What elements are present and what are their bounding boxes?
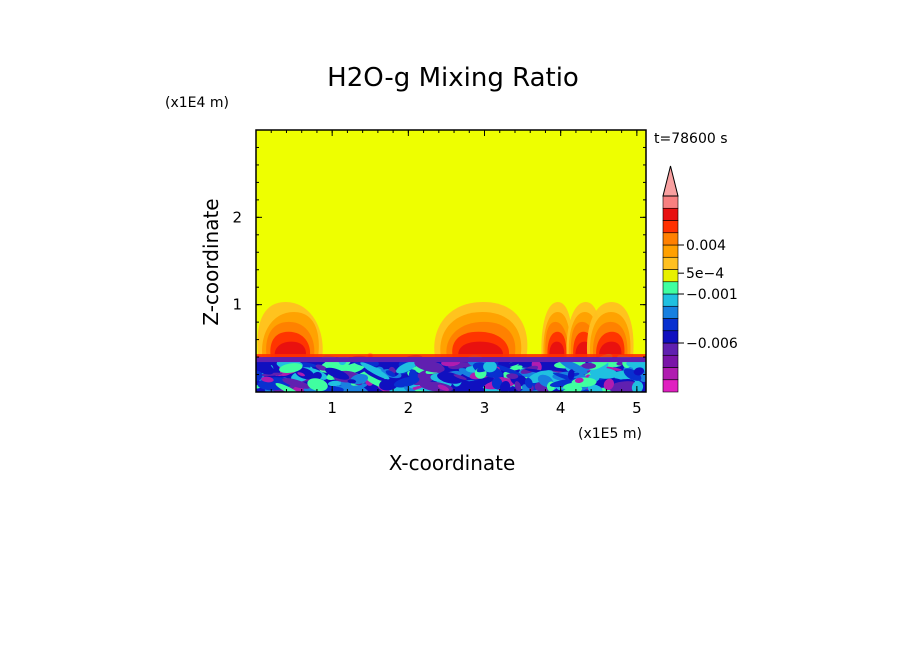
layer-eddy xyxy=(393,376,420,388)
layer-eddy xyxy=(261,376,274,383)
y-tick-label: 1 xyxy=(232,296,242,314)
colorbar-label: 0.004 xyxy=(686,238,726,254)
plume-2-level-4 xyxy=(458,341,504,358)
colorbar-label: −0.001 xyxy=(686,287,738,303)
colorbar-level-5 xyxy=(662,318,679,332)
layer-eddy xyxy=(307,378,328,392)
layer-eddy xyxy=(379,378,399,391)
layer-eddy xyxy=(275,382,301,392)
layer-eddy xyxy=(300,362,318,367)
layer-eddy xyxy=(631,381,644,392)
layer-eddy xyxy=(587,384,603,392)
layer-eddy xyxy=(491,377,503,390)
axes: 1 2 3 4 5 1 2 xyxy=(232,129,647,417)
field-group xyxy=(256,130,646,392)
layer-eddy xyxy=(437,384,449,392)
colorbar-level-10 xyxy=(662,256,679,270)
layer-eddy xyxy=(453,374,467,380)
layer-eddy xyxy=(626,360,646,370)
colorbar-level-13 xyxy=(662,220,679,234)
layer-eddy xyxy=(633,367,645,376)
colorbar-level-6 xyxy=(662,305,679,319)
layer-eddy xyxy=(403,386,419,392)
layer-eddy xyxy=(315,364,327,371)
y-tick-label: 2 xyxy=(232,208,242,226)
colorbar-level-14 xyxy=(662,207,679,221)
layer-eddy xyxy=(414,359,445,373)
layer-eddy xyxy=(396,361,417,374)
layer-eddy xyxy=(362,368,386,382)
layer-eddy xyxy=(567,369,575,380)
chart-title: H2O-g Mixing Ratio xyxy=(327,63,579,93)
colorbar-label: −0.006 xyxy=(686,336,738,352)
plume-3-level-4 xyxy=(549,341,565,358)
layer-eddy xyxy=(499,380,511,392)
x-scale-label: (x1E5 m) xyxy=(578,426,642,442)
layer-eddy xyxy=(562,382,580,390)
layer-eddy xyxy=(360,362,390,380)
layer-eddy xyxy=(297,372,305,377)
colorbar-level-7 xyxy=(662,293,679,307)
colorbar-level-1 xyxy=(662,367,679,381)
colorbar-level-2 xyxy=(662,354,679,368)
time-label: t=78600 s xyxy=(654,131,728,147)
colorbar-level-0 xyxy=(662,379,679,393)
layer-eddy xyxy=(559,359,588,375)
layer-eddy xyxy=(462,379,492,386)
layer-eddy xyxy=(603,378,614,391)
layer-eddy xyxy=(325,367,350,380)
colorbar-level-15 xyxy=(662,195,679,209)
colorbar-label: 5e−4 xyxy=(686,266,724,282)
layer-eddy xyxy=(581,362,596,369)
colorbar-extend-arrow xyxy=(662,165,679,197)
x-tick-label: 1 xyxy=(327,399,337,417)
layer-eddy xyxy=(385,370,396,377)
x-tick-label: 5 xyxy=(632,399,642,417)
contour-plot-area xyxy=(256,130,646,392)
colorbar-level-8 xyxy=(662,281,679,295)
plume-5-level-4 xyxy=(599,341,622,358)
layer-eddy xyxy=(256,360,275,375)
layer-eddy xyxy=(639,373,646,382)
layer-eddy xyxy=(294,367,315,380)
x-tick-label: 3 xyxy=(480,399,490,417)
plot-frame xyxy=(255,129,647,393)
layer-eddy xyxy=(347,379,357,384)
layer-eddy xyxy=(623,368,642,381)
layer-eddy xyxy=(279,363,303,374)
y-scale-label: (x1E4 m) xyxy=(165,95,229,111)
colorbar-level-11 xyxy=(662,244,679,258)
x-tick-label: 4 xyxy=(556,399,566,417)
colorbar-level-9 xyxy=(662,269,679,283)
layer-eddy xyxy=(524,377,533,389)
layer-eddy xyxy=(483,360,497,373)
lower-layer-top-band xyxy=(256,357,646,363)
lower-layer-edge xyxy=(256,354,646,358)
colorbar-level-3 xyxy=(662,342,679,356)
colorbar-level-4 xyxy=(662,330,679,344)
layer-eddy xyxy=(514,381,522,392)
plume-0-level-4 xyxy=(274,341,306,358)
layer-eddy xyxy=(328,380,343,387)
colorbar-level-12 xyxy=(662,232,679,246)
colorbar: −0.006 −0.001 5e−4 0.004 xyxy=(662,165,738,393)
layer-eddy xyxy=(506,373,519,380)
layer-eddy xyxy=(574,377,584,384)
x-axis-label: X-coordinate xyxy=(389,451,516,475)
layer-eddy xyxy=(282,378,311,389)
x-tick-label: 2 xyxy=(404,399,414,417)
y-axis-label: Z-coordinate xyxy=(199,198,223,325)
layer-eddy xyxy=(491,363,522,376)
